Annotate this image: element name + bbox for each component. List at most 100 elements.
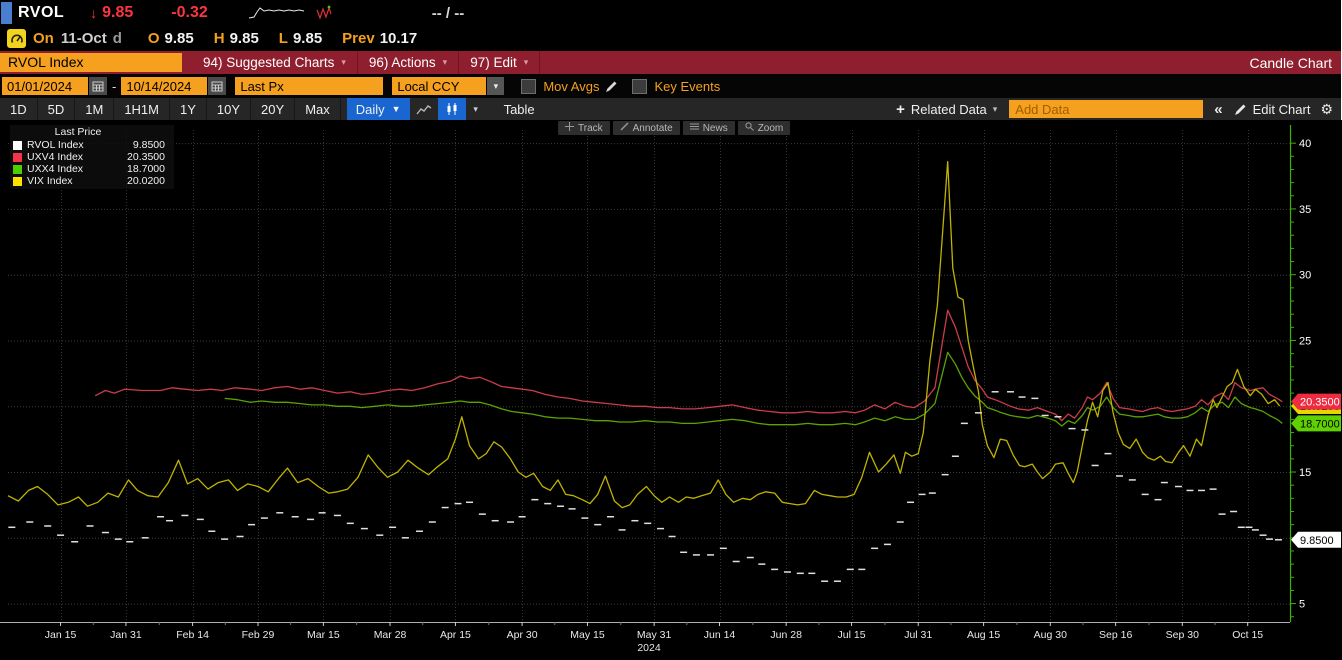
frequency-flag: d bbox=[112, 30, 122, 47]
y-tick-label: 35 bbox=[1299, 204, 1311, 216]
candle-chart-icon[interactable] bbox=[437, 98, 466, 120]
menu-bar: RVOL Index 94) Suggested Charts ▾ 96) Acti… bbox=[0, 51, 1341, 74]
period-button-5d[interactable]: 5D bbox=[38, 98, 76, 120]
key-events-checkbox[interactable] bbox=[632, 78, 648, 94]
gear-icon[interactable]: ⚙ bbox=[1320, 100, 1333, 117]
chart-type-label: Candle Chart bbox=[1249, 54, 1333, 71]
period-button-1h1m[interactable]: 1H1M bbox=[114, 98, 170, 120]
legend-item-rvol[interactable]: RVOL Index 9.8500 bbox=[13, 139, 171, 151]
field-bar: 01/01/2024 - 10/14/2024 Last Px Local CC… bbox=[0, 74, 1341, 98]
chart-tools: Track Annotate News Zoom bbox=[558, 121, 791, 135]
add-data-input[interactable]: Add Data bbox=[1009, 100, 1204, 118]
x-tick-label: Mar 15 bbox=[307, 629, 340, 641]
collapse-icon[interactable]: « bbox=[1214, 100, 1223, 118]
chart-tool-annotate[interactable]: Annotate bbox=[612, 121, 680, 135]
period-button-1y[interactable]: 1Y bbox=[170, 98, 207, 120]
calendar-icon[interactable] bbox=[208, 77, 227, 95]
legend-swatch-icon bbox=[13, 176, 22, 186]
mini-volatility-icon bbox=[316, 5, 332, 20]
chart-tool-track[interactable]: Track bbox=[558, 121, 610, 135]
chart-tool-news[interactable]: News bbox=[682, 121, 735, 135]
x-tick-label: Apr 15 bbox=[440, 629, 471, 641]
legend-title: Last Price bbox=[54, 126, 102, 138]
period-button-1m[interactable]: 1M bbox=[75, 98, 115, 120]
on-label: On bbox=[33, 30, 54, 47]
frequency-value: Daily bbox=[355, 101, 385, 117]
table-button[interactable]: Table bbox=[503, 101, 535, 117]
related-data-button[interactable]: + Related Data ▾ bbox=[884, 101, 1009, 118]
x-tick-label: Oct 15 bbox=[1232, 629, 1263, 641]
last-price-tag: 18.7000 bbox=[1300, 418, 1340, 430]
frequency-dropdown[interactable]: Daily ▼ bbox=[346, 98, 410, 120]
x-tick-label: Jul 31 bbox=[904, 629, 932, 641]
x-tick-label: Sep 30 bbox=[1166, 629, 1199, 641]
menu-item-1[interactable]: 94) Suggested Charts ▾ bbox=[192, 51, 358, 74]
related-data-label: Related Data bbox=[910, 101, 987, 117]
quote-date: 11-Oct bbox=[60, 30, 107, 47]
high-label: H bbox=[213, 30, 225, 47]
period-button-max[interactable]: Max bbox=[295, 98, 341, 120]
mov-avgs-label: Mov Avgs bbox=[543, 78, 600, 94]
quote-detail-bar: On 11-Oct d O 9.85 H 9.85 L 9.85 Prev 10… bbox=[0, 26, 1341, 51]
menu-item-3[interactable]: 97) Edit ▾ bbox=[459, 51, 541, 74]
date-from-input[interactable]: 01/01/2024 bbox=[2, 77, 88, 95]
security-field[interactable]: RVOL Index bbox=[0, 53, 182, 72]
chart-toolbar: 1D 5D 1M 1H1M 1Y 10Y 20Y Max Daily ▼ ▾ Table + … bbox=[0, 98, 1341, 120]
gridlines bbox=[8, 130, 1290, 622]
menu-items: 94) Suggested Charts ▾ 96) Actions ▾ 97) Edi… bbox=[192, 51, 541, 74]
high-value: 9.85 bbox=[229, 30, 259, 47]
legend-swatch-icon bbox=[13, 140, 22, 150]
last-price-tag: 9.8500 bbox=[1300, 535, 1334, 547]
period-button-10y[interactable]: 10Y bbox=[207, 98, 252, 120]
mov-avgs-checkbox[interactable] bbox=[521, 78, 537, 94]
legend-item-vix[interactable]: VIX Index 20.0200 bbox=[13, 175, 171, 187]
x-tick-label: Sep 16 bbox=[1099, 629, 1132, 641]
track-icon bbox=[565, 122, 574, 134]
period-buttons: 1D 5D 1M 1H1M 1Y 10Y 20Y Max bbox=[0, 98, 341, 120]
y-tick-label: 30 bbox=[1299, 270, 1311, 282]
price-plot[interactable]: Jan 15 Jan 31 Feb 14 Feb 29 Mar 15 Mar 28 Apr … bbox=[0, 120, 1342, 660]
series-uxv4 bbox=[94, 309, 1283, 422]
legend-series-value: 9.8500 bbox=[132, 139, 165, 151]
x-tick-label: Aug 30 bbox=[1034, 629, 1067, 641]
bid-ask: -- / -- bbox=[431, 4, 465, 22]
calendar-icon[interactable] bbox=[89, 77, 107, 95]
gauge-icon[interactable] bbox=[7, 29, 26, 48]
y-tick-label: 25 bbox=[1299, 335, 1311, 347]
chart-type-caret-icon[interactable]: ▾ bbox=[473, 103, 478, 114]
chart-tool-label: Track bbox=[578, 122, 603, 134]
x-tick-label: Feb 14 bbox=[176, 629, 209, 641]
menu-item-2[interactable]: 96) Actions ▾ bbox=[358, 51, 460, 74]
y-tick-label: 40 bbox=[1299, 138, 1311, 150]
line-chart-icon[interactable] bbox=[410, 98, 438, 120]
legend-series-name: UXX4 Index bbox=[27, 163, 84, 175]
legend-series-value: 18.7000 bbox=[127, 163, 165, 175]
prev-value: 10.17 bbox=[379, 30, 418, 47]
x-tick-label: May 15 bbox=[570, 629, 605, 641]
pencil-icon bbox=[1234, 104, 1246, 115]
price-field-select[interactable]: Last Px bbox=[235, 77, 384, 95]
period-button-1d[interactable]: 1D bbox=[0, 98, 38, 120]
chevron-down-icon: ▾ bbox=[442, 57, 448, 67]
chart-tool-zoom[interactable]: Zoom bbox=[737, 121, 791, 135]
currency-caret-icon[interactable]: ▾ bbox=[487, 77, 505, 95]
down-arrow-icon: ↓ bbox=[90, 5, 98, 21]
legend-item-uxx4[interactable]: UXX4 Index 18.7000 bbox=[13, 163, 171, 175]
legend-item-uxv4[interactable]: UXV4 Index 20.3500 bbox=[13, 151, 171, 163]
currency-select[interactable]: Local CCY bbox=[392, 77, 487, 95]
edit-chart-button[interactable]: Edit Chart bbox=[1234, 102, 1310, 117]
chevron-down-icon: ▾ bbox=[992, 103, 998, 114]
date-to-input[interactable]: 10/14/2024 bbox=[121, 77, 208, 95]
date-range-separator: - bbox=[112, 78, 117, 94]
x-tick-label: Apr 30 bbox=[507, 629, 538, 641]
last-price-tag: 20.3500 bbox=[1300, 397, 1340, 409]
last-price: 9.85 bbox=[102, 4, 134, 21]
x-tick-label: Jul 15 bbox=[838, 629, 866, 641]
period-button-20y[interactable]: 20Y bbox=[251, 98, 296, 120]
x-tick-label: May 31 bbox=[637, 629, 672, 641]
pencil-icon[interactable] bbox=[605, 80, 618, 93]
series-vix bbox=[7, 160, 1281, 509]
legend-rows: RVOL Index 9.8500 UXV4 Index 20.3500 UXX4 In… bbox=[13, 139, 171, 187]
chart-region: Jan 15 Jan 31 Feb 14 Feb 29 Mar 15 Mar 28 Apr … bbox=[0, 120, 1342, 660]
